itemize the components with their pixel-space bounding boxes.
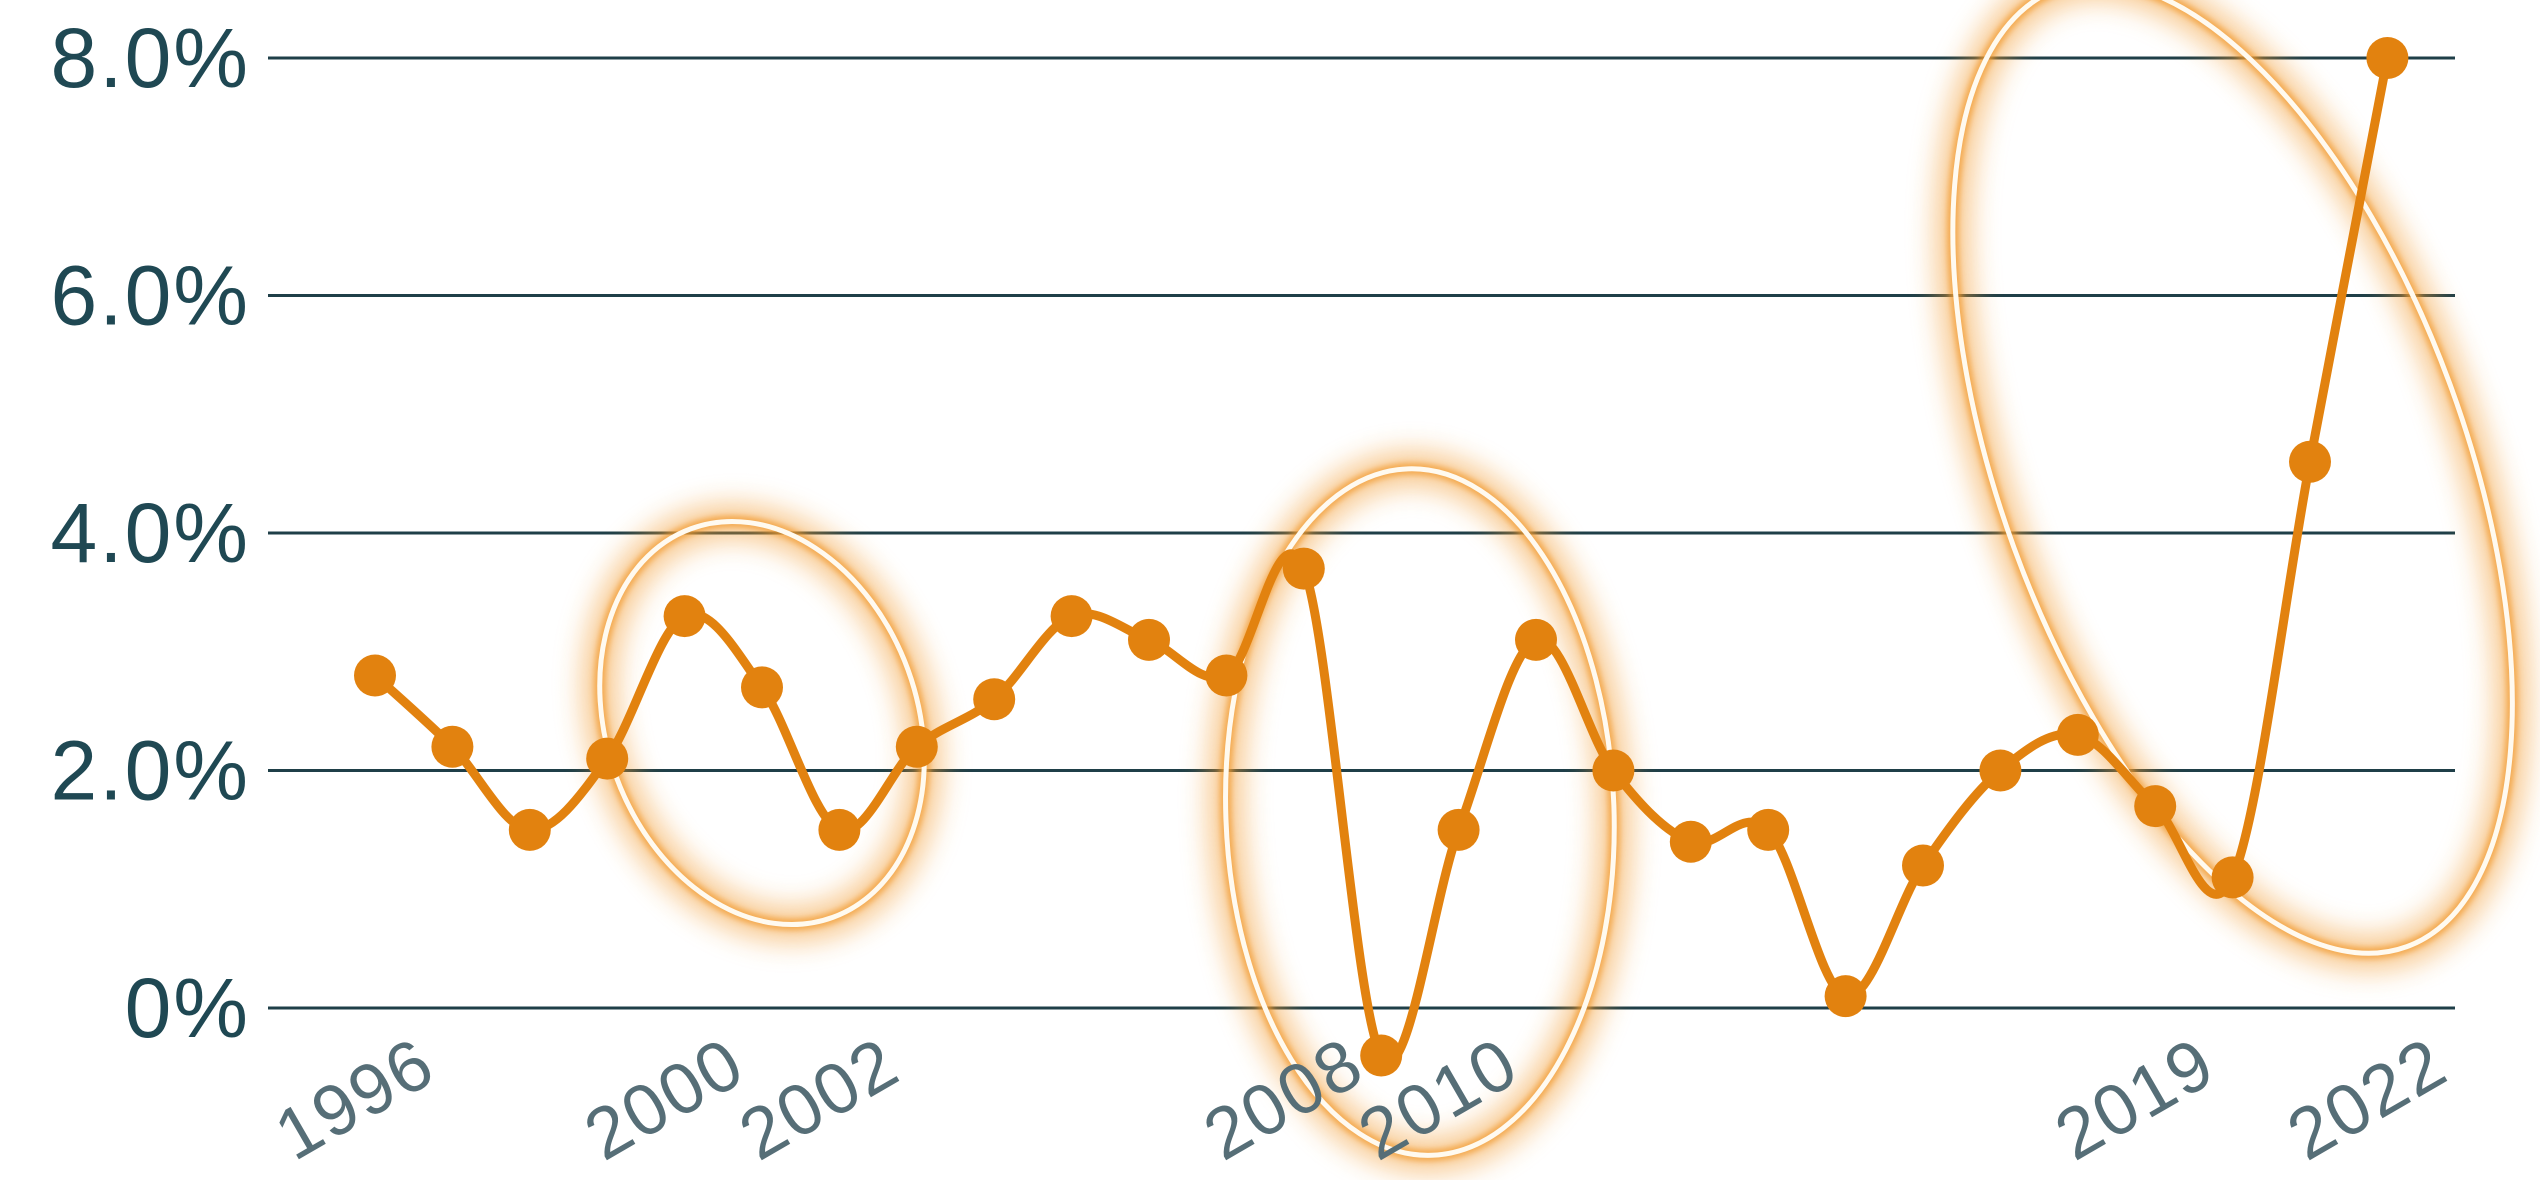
y-tick-label: 2.0%	[51, 724, 250, 818]
y-axis-ticks: 0% 2.0% 4.0% 6.0% 8.0%	[51, 11, 250, 1055]
data-point-1997	[431, 725, 474, 768]
y-tick-label: 6.0%	[51, 249, 250, 343]
series-line	[370, 53, 2392, 1067]
highlight-ellipse	[1935, 0, 2530, 971]
data-point-2003	[895, 725, 938, 768]
data-point-2011	[1515, 618, 1557, 661]
data-point-2005	[1050, 595, 1093, 638]
highlight-ellipse	[1208, 451, 1632, 1173]
data-point-2000	[663, 595, 706, 638]
data-point-2012	[1592, 749, 1635, 792]
data-point-1996	[354, 654, 396, 697]
data-point-2019	[2134, 785, 2177, 828]
data-point-2021	[2289, 440, 2331, 483]
data-point-2001	[741, 666, 783, 709]
data-point-1998	[508, 808, 551, 851]
data-point-2016	[1902, 844, 1944, 887]
data-point-2002	[818, 808, 861, 851]
x-tick-label: 2002	[727, 1023, 913, 1176]
data-point-2006	[1128, 618, 1170, 661]
data-point-2013	[1669, 820, 1712, 863]
x-tick-label: 1996	[262, 1023, 448, 1176]
data-point-2007	[1205, 654, 1248, 697]
data-point-2004	[973, 678, 1016, 721]
data-point-2009	[1360, 1034, 1403, 1077]
data-point-2020	[2211, 856, 2254, 899]
x-tick-label: 2022	[2275, 1023, 2461, 1176]
x-tick-label: 2000	[572, 1023, 758, 1176]
highlight-ellipse	[582, 504, 942, 942]
gridlines	[268, 56, 2455, 1010]
data-point-2018	[2056, 713, 2099, 756]
highlight-ellipses	[582, 0, 2530, 1173]
y-tick-label: 0%	[125, 961, 250, 1055]
data-point-2017	[1979, 749, 2022, 792]
data-point-2010	[1437, 808, 1480, 851]
data-point-2022	[2366, 37, 2409, 79]
x-tick-label: 2019	[2042, 1023, 2228, 1176]
y-tick-label: 4.0%	[51, 486, 250, 580]
data-point-2015	[1824, 975, 1867, 1018]
data-point-1999	[586, 737, 629, 780]
series-layer	[354, 37, 2409, 1077]
data-point-2014	[1747, 808, 1790, 851]
data-point-2008	[1282, 547, 1325, 590]
y-tick-label: 8.0%	[51, 11, 250, 105]
